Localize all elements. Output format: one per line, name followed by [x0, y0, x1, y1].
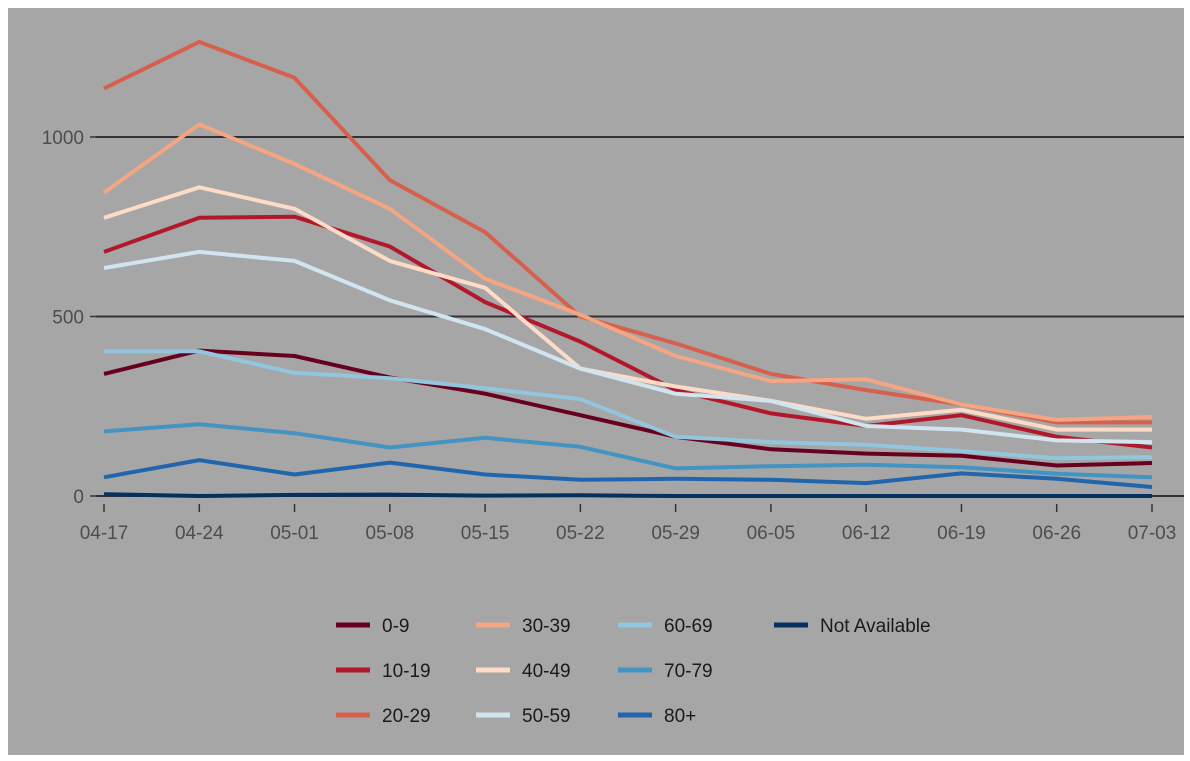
legend-label-20-29: 20-29 — [382, 706, 431, 727]
legend-label-60-69: 60-69 — [664, 616, 713, 637]
legend-label-80-: 80+ — [664, 706, 696, 727]
y-tick-label-1000: 1000 — [42, 128, 84, 149]
x-tick-label-04-24: 04-24 — [175, 523, 224, 544]
x-tick-label-05-01: 05-01 — [270, 523, 319, 544]
series-line-60-69 — [104, 349, 1153, 461]
series-line-0-9 — [103, 348, 1153, 468]
chart-panel: 04-17 04-24 05-01 05-08 05-15 05-22 05-29 06-05… — [8, 8, 1184, 755]
x-tick-label-05-08: 05-08 — [366, 523, 415, 544]
series-line-80- — [103, 458, 1153, 489]
series-line-30-39 — [102, 122, 1153, 422]
x-tick-label-06-19: 06-19 — [937, 523, 986, 544]
legend-label-10-19: 10-19 — [382, 661, 431, 682]
legend-label-70-79: 70-79 — [664, 661, 713, 682]
y-tick-label-500: 500 — [52, 308, 84, 329]
series-line-10-19 — [103, 214, 1153, 450]
x-tick-label-06-05: 06-05 — [747, 523, 796, 544]
x-tick-label-06-12: 06-12 — [842, 523, 891, 544]
series-line-70-79 — [103, 422, 1153, 480]
series-line-50-59 — [103, 249, 1153, 445]
legend-label-not-available: Not Available — [820, 616, 931, 637]
x-axis: 04-17 04-24 05-01 05-08 05-15 05-22 05-29 06-05… — [80, 504, 1177, 544]
x-tick-label-05-15: 05-15 — [461, 523, 510, 544]
x-tick-label-06-26: 06-26 — [1032, 523, 1081, 544]
line-chart: 04-17 04-24 05-01 05-08 05-15 05-22 05-29 06-05… — [42, 39, 1184, 727]
y-axis: 0 500 1000 — [42, 128, 96, 508]
legend-label-30-39: 30-39 — [522, 616, 571, 637]
y-tick-label-0: 0 — [73, 487, 84, 508]
legend-label-40-49: 40-49 — [522, 661, 571, 682]
x-tick-label-07-03: 07-03 — [1128, 523, 1177, 544]
gridlines — [96, 136, 1184, 497]
legend: 0-9 10-19 20-29 30-39 40-49 50-59 60-69 70-79 80… — [336, 616, 931, 727]
x-tick-label-04-17: 04-17 — [80, 523, 129, 544]
legend-label-50-59: 50-59 — [522, 706, 571, 727]
x-tick-label-05-22: 05-22 — [556, 523, 605, 544]
legend-label-0-9: 0-9 — [382, 616, 409, 637]
series-lines — [102, 39, 1153, 498]
series-line-not-available — [103, 492, 1152, 498]
x-tick-label-05-29: 05-29 — [651, 523, 700, 544]
series-line-40-49 — [103, 185, 1152, 432]
